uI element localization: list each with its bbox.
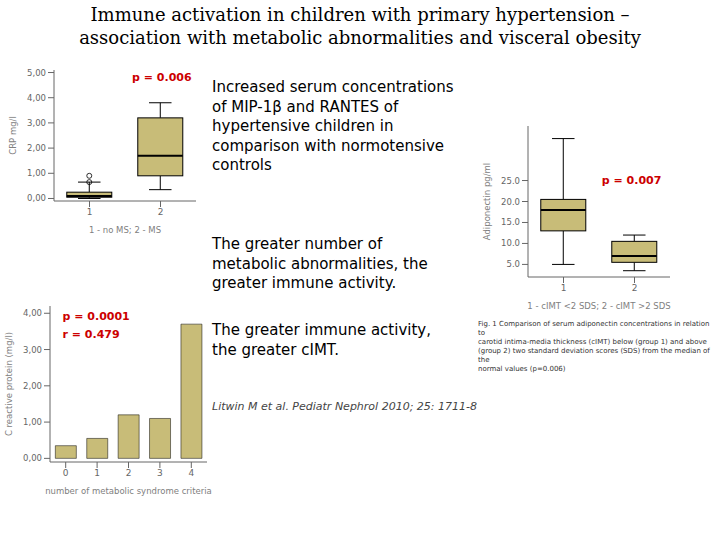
svg-text:1: 1 (94, 468, 100, 478)
svg-text:0,00: 0,00 (23, 453, 42, 463)
svg-text:Adiponectin pg/ml: Adiponectin pg/ml (482, 163, 492, 240)
html-text:p = 0.007: p = 0.007 (601, 174, 662, 188)
html-text:r = 0.479: r = 0.479 (62, 328, 120, 342)
svg-text:C reactive protein (mg/l): C reactive protein (mg/l) (8, 332, 14, 436)
svg-text:3,00: 3,00 (23, 345, 42, 355)
svg-text:2: 2 (632, 283, 638, 293)
html-text:The greater immune activity, t: The greater immune activity, the greater… (212, 321, 431, 359)
svg-text:0: 0 (63, 468, 69, 478)
svg-text:number of metabolic syndrome c: number of metabolic syndrome criteria (45, 486, 212, 496)
svg-text:2: 2 (158, 207, 164, 217)
html-text:The greater number of metaboli: The greater number of metabolic abnormal… (212, 235, 428, 292)
html-text:Litwin M et al. Pediatr Nephro: Litwin M et al. Pediatr Nephrol 2010; 25… (212, 400, 477, 413)
svg-text:1,00: 1,00 (23, 417, 42, 427)
svg-text:4,00: 4,00 (23, 308, 42, 318)
svg-text:1 - cIMT <2 SDS; 2 - cIMT >2 S: 1 - cIMT <2 SDS; 2 - cIMT >2 SDS (527, 301, 670, 311)
svg-text:2,00: 2,00 (23, 381, 42, 391)
html-text:p = 0.006: p = 0.006 (132, 71, 192, 85)
svg-text:5.0: 5.0 (506, 259, 520, 269)
svg-text:15.0: 15.0 (501, 217, 520, 227)
svg-text:2,00: 2,00 (27, 143, 46, 153)
svg-text:5,00: 5,00 (27, 68, 46, 78)
svg-text:10.0: 10.0 (501, 238, 520, 248)
svg-text:3,00: 3,00 (27, 118, 46, 128)
svg-text:20.0: 20.0 (501, 197, 520, 207)
html-text:p = 0.0001: p = 0.0001 (62, 309, 130, 323)
svg-text:0,00: 0,00 (27, 193, 46, 203)
html-text:Immune activation in children: Immune activation in children with prima… (79, 4, 641, 48)
html-text:Increased serum concentrations: Increased serum concentrations of MIP-1β… (212, 78, 454, 174)
svg-text:3: 3 (157, 468, 163, 478)
svg-text:1 - no MS; 2 - MS: 1 - no MS; 2 - MS (89, 225, 161, 235)
svg-text:1,00: 1,00 (27, 168, 46, 178)
svg-text:4,00: 4,00 (27, 93, 46, 103)
svg-text:CRP mg/l: CRP mg/l (8, 116, 18, 155)
svg-text:1: 1 (561, 283, 567, 293)
svg-text:2: 2 (126, 468, 132, 478)
svg-text:4: 4 (188, 468, 194, 478)
html-text:Fig. 1 Comparison of serum adi: Fig. 1 Comparison of serum adiponectin c… (478, 320, 710, 374)
svg-text:1: 1 (87, 207, 93, 217)
svg-text:25.0: 25.0 (501, 176, 520, 186)
